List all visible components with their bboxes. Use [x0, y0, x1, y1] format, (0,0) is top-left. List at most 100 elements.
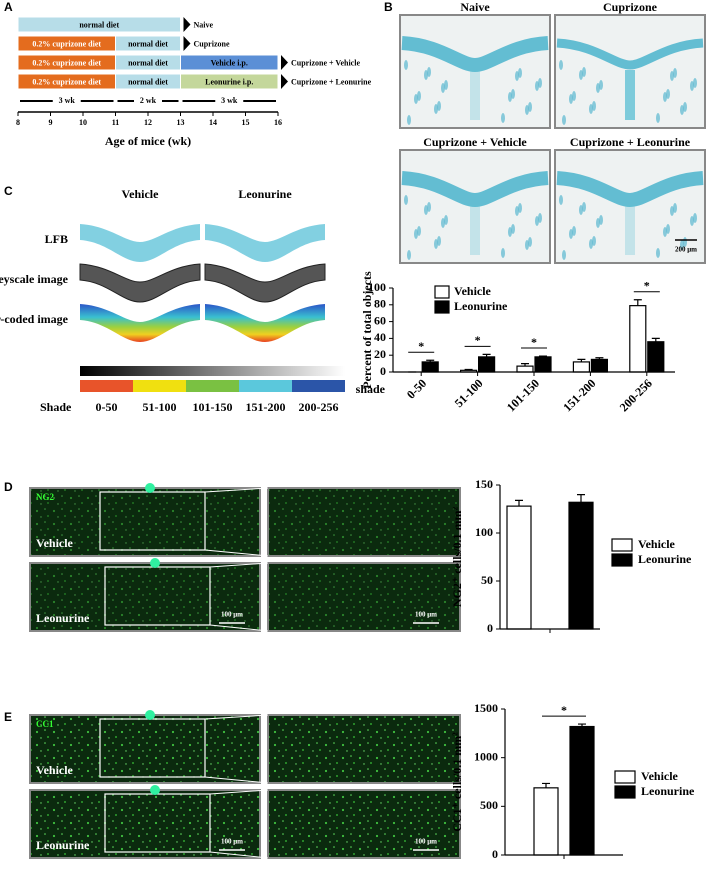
zoom-line [204, 714, 269, 720]
x-tick-label: 51-100 [452, 376, 486, 410]
bar [568, 501, 594, 630]
lfb-label: Naive [460, 0, 490, 14]
y-tick-label: 1000 [474, 749, 498, 763]
significance-star: * [644, 279, 650, 293]
bar [516, 365, 534, 373]
sample-image [205, 304, 325, 342]
myelin-speck [528, 102, 532, 112]
legend-swatch [434, 285, 450, 299]
myelin-speck [511, 89, 515, 99]
error-bar [595, 357, 604, 360]
myelin-speck [599, 215, 603, 225]
timeline-tick-label: 9 [49, 118, 53, 127]
myelin-speck [656, 113, 660, 123]
myelin-speck [525, 105, 529, 115]
timeline-tick-label: 15 [242, 118, 250, 127]
y-axis-label: NG2⁺ cells/0.1 mm² [450, 506, 464, 607]
error-bar [633, 299, 642, 306]
duration-label: 3 wk [221, 96, 238, 105]
shade-title: Shade [40, 400, 72, 414]
corpus-callosum [556, 38, 704, 70]
y-axis-label: Percent of total objects [360, 271, 374, 389]
legend-label: Leonurine [641, 784, 695, 798]
scale-bar-label: 100 μm [221, 838, 243, 846]
shade-label: 51-100 [143, 400, 177, 414]
myelin-speck [596, 218, 600, 228]
myelin-speck [501, 113, 505, 123]
y-tick-label: 0 [380, 364, 386, 378]
group-label: Cuprizone [194, 39, 230, 48]
myelin-speck [690, 81, 694, 91]
timeline-tick-label: 14 [209, 118, 217, 127]
shade-label: 101-150 [193, 400, 233, 414]
legend-swatch [614, 785, 636, 799]
myelin-speck [592, 236, 596, 246]
myelin-speck [572, 226, 576, 236]
diet-label: 0.2% cuprizone diet [32, 77, 101, 86]
x-tick-label: 101-150 [504, 376, 542, 414]
cell-body [145, 483, 155, 493]
diet-label: normal diet [128, 58, 168, 67]
y-tick-label: 150 [475, 477, 493, 491]
y-tick-label: 80 [374, 297, 386, 311]
myelin-speck [693, 213, 697, 223]
myelin-speck [427, 202, 431, 212]
myelin-speck [444, 80, 448, 90]
shade-swatch [80, 380, 133, 392]
sample-image [205, 224, 325, 262]
myelin-speck [404, 60, 408, 70]
group-label: Naive [194, 20, 214, 29]
micrograph-signal [31, 791, 259, 857]
micrograph-signal [31, 564, 259, 630]
panel-label: B [384, 0, 393, 14]
micrograph-signal [269, 716, 459, 782]
error-bar [542, 782, 550, 788]
shade-label: 151-200 [246, 400, 286, 414]
myelin-speck [441, 218, 445, 228]
myelin-speck [535, 216, 539, 226]
cell-body [150, 558, 160, 568]
myelin-speck [538, 213, 542, 223]
myelin-speck [589, 239, 593, 249]
lfb-label: Cuprizone + Leonurine [570, 135, 691, 149]
myelin-speck [508, 92, 512, 102]
bar [590, 358, 609, 373]
stain-label: NG2 [36, 492, 55, 502]
legend-swatch [611, 553, 633, 567]
zoom-line [209, 562, 269, 568]
legend-swatch [434, 300, 450, 314]
error-bar [482, 353, 491, 357]
duration-label: 2 wk [140, 96, 157, 105]
error-bar [515, 499, 523, 507]
myelin-speck [592, 101, 596, 111]
legend-label: Vehicle [641, 769, 679, 783]
diet-label: normal diet [79, 20, 119, 29]
myelin-speck [572, 91, 576, 101]
y-tick-label: 50 [481, 573, 493, 587]
myelin-speck [569, 229, 573, 239]
arrowhead [183, 17, 191, 32]
timeline-tick-label: 10 [79, 118, 87, 127]
y-tick-label: 100 [368, 280, 386, 294]
stain-label: CC1 [36, 719, 54, 729]
myelin-speck [562, 250, 566, 260]
shade-swatch [186, 380, 239, 392]
myelin-speck [562, 115, 566, 125]
diet-label: 0.2% cuprizone diet [32, 58, 101, 67]
myelin-speck [417, 91, 421, 101]
myelin-speck [518, 203, 522, 213]
myelin-speck [670, 71, 674, 81]
myelin-speck [693, 78, 697, 88]
bar [572, 361, 591, 373]
shade-swatch [292, 380, 345, 392]
legend-swatch [614, 770, 636, 784]
y-tick-label: 1500 [474, 701, 498, 715]
legend-swatch [611, 538, 633, 552]
bar [421, 361, 439, 373]
myelin-speck [424, 205, 428, 215]
myelin-speck [680, 240, 684, 250]
myelin-speck [515, 206, 519, 216]
myelin-speck [434, 104, 438, 114]
